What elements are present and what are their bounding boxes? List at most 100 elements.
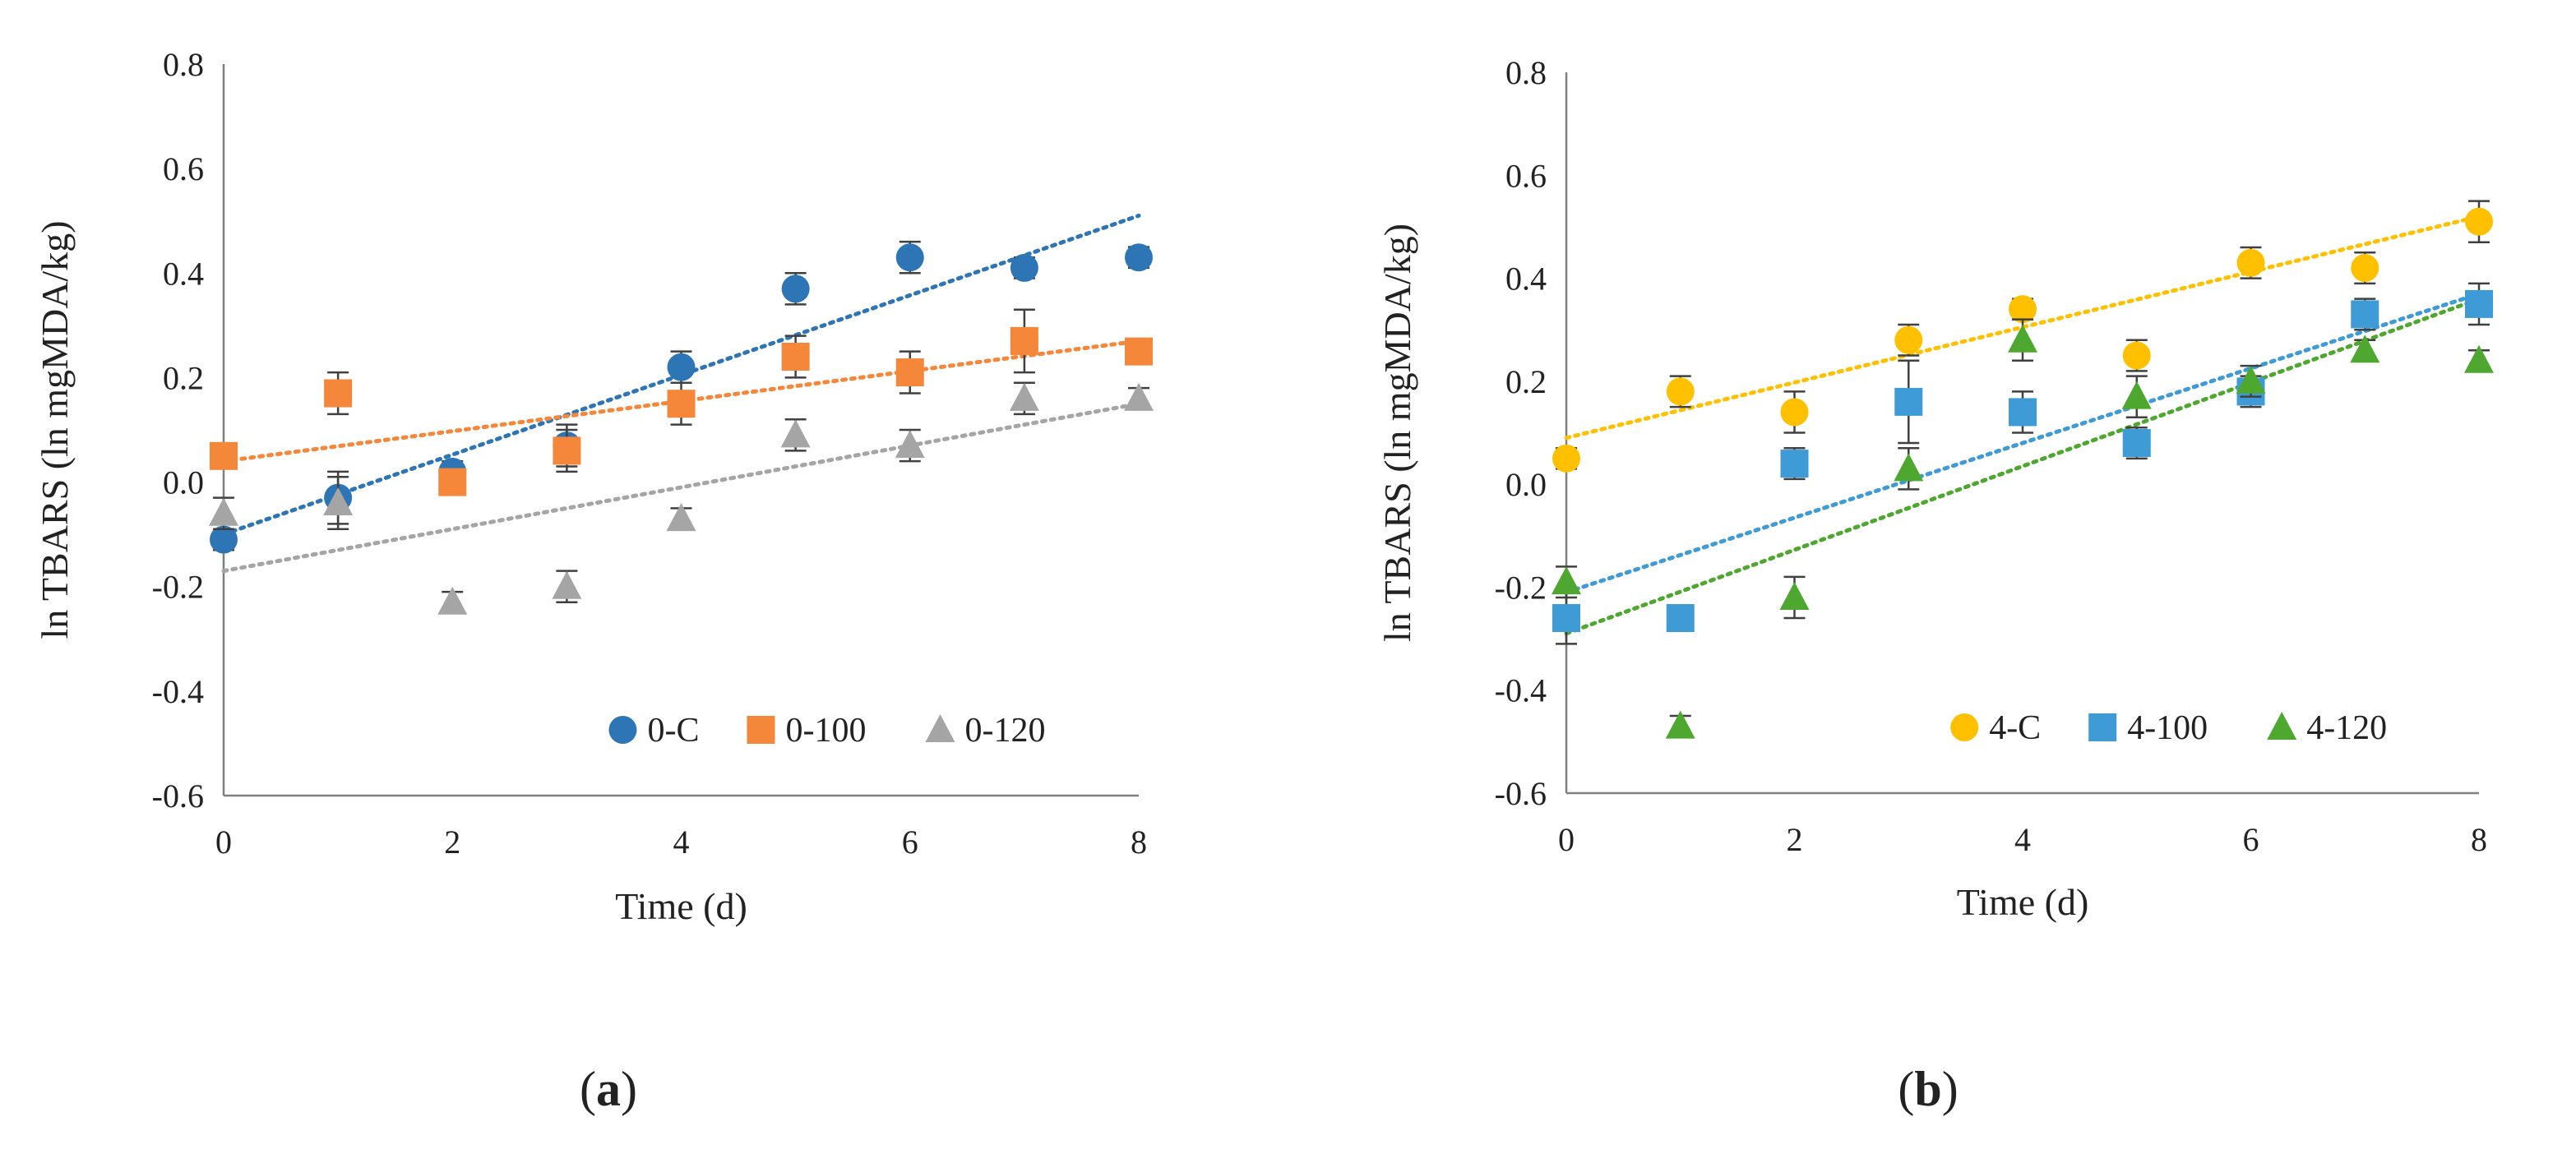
y-tick-label: 0.6	[163, 150, 204, 187]
point-4-100	[2009, 398, 2037, 427]
point-0-120	[437, 586, 468, 615]
point-0-100	[1010, 326, 1038, 355]
point-0-120	[1124, 382, 1154, 411]
legend-label: 4-120	[2306, 709, 2387, 747]
point-4-100	[1666, 604, 1695, 633]
point-4-C	[1666, 377, 1695, 406]
legend-label: 0-C	[647, 712, 699, 750]
point-0-120	[780, 419, 811, 448]
point-4-C	[2351, 254, 2379, 283]
x-tick-label: 4	[2014, 821, 2031, 858]
y-tick-label: -0.2	[1495, 569, 1547, 606]
y-tick-label: -0.6	[1495, 775, 1547, 812]
panel-a: -0.6 -0.4 -0.2 0.0 0.2 0.4 0.6 0.8 0 2 4 6 8 Time (d)…	[34, 46, 1154, 1116]
panel-caption: (b)	[1898, 1062, 1958, 1116]
point-4-120	[1665, 710, 1695, 739]
x-tick-label: 8	[1131, 824, 1147, 861]
legend-marker-4-C	[1950, 713, 1979, 741]
point-0-100	[667, 390, 696, 418]
point-0-100	[781, 343, 810, 371]
point-0-C	[667, 353, 696, 381]
y-tick-label: 0.4	[1505, 261, 1547, 298]
point-4-C	[1894, 325, 1923, 354]
trendline-0-120	[221, 401, 1141, 574]
point-4-120	[2008, 324, 2037, 353]
point-0-120	[1009, 382, 1039, 411]
y-tick-label: 0.4	[163, 255, 204, 292]
legend-label: 0-100	[785, 712, 866, 750]
y-tick-label: 0.6	[1505, 157, 1547, 194]
point-4-100	[2465, 289, 2493, 318]
point-4-100	[1780, 450, 1809, 478]
trendline-4-120	[1564, 297, 2481, 636]
panel-caption: (a)	[580, 1062, 637, 1116]
point-4-C	[2465, 207, 2493, 236]
y-tick-label: -0.4	[152, 673, 204, 710]
point-0-C	[1010, 253, 1038, 282]
x-tick-label: 4	[673, 824, 690, 861]
trendline-4-100	[1564, 291, 2481, 595]
x-tick-label: 0	[215, 824, 232, 861]
legend-label: 4-C	[1989, 709, 2041, 747]
point-0-C	[1125, 243, 1153, 272]
legend-marker-0-120	[925, 714, 955, 742]
point-0-120	[323, 487, 354, 515]
x-axis-label: Time (d)	[615, 885, 747, 927]
point-4-120	[2464, 344, 2494, 373]
legend-marker-0-100	[747, 716, 775, 744]
y-tick-label: 0.8	[1505, 54, 1547, 91]
y-tick-label: 0.8	[163, 46, 204, 83]
point-0-100	[210, 441, 238, 470]
point-0-C	[210, 525, 238, 554]
x-axis-label: Time (d)	[1957, 881, 2089, 923]
point-4-C	[1780, 398, 1809, 427]
y-axis-label: ln TBARS (ln mgMDA/kg)	[1376, 224, 1418, 642]
point-4-120	[2236, 365, 2266, 394]
point-4-120	[2350, 335, 2380, 363]
point-4-100	[2351, 300, 2379, 329]
y-tick-label: -0.6	[152, 778, 204, 814]
point-4-C	[1552, 444, 1580, 473]
panel-b: -0.6 -0.4 -0.2 0.0 0.2 0.4 0.6 0.8 0 2 4 6 8 Time (d)…	[1376, 54, 2494, 1116]
y-tick-label: -0.2	[152, 569, 204, 606]
point-0-120	[552, 570, 582, 599]
y-tick-label: -0.4	[1495, 672, 1547, 709]
point-4-C	[2122, 341, 2151, 370]
point-4-100	[1894, 387, 1923, 416]
point-0-100	[324, 379, 353, 408]
legend-marker-0-C	[608, 716, 637, 744]
y-tick-label: 0.2	[163, 359, 204, 396]
x-tick-label: 8	[2471, 821, 2487, 858]
point-0-120	[666, 503, 696, 532]
point-0-C	[781, 275, 810, 303]
y-tick-label: 0.0	[163, 464, 204, 501]
x-tick-label: 2	[444, 824, 460, 861]
point-4-120	[1894, 453, 1924, 482]
point-0-C	[895, 243, 924, 272]
point-4-C	[2009, 295, 2037, 324]
x-tick-label: 0	[1558, 821, 1575, 858]
x-tick-label: 2	[1787, 821, 1803, 858]
point-0-100	[553, 436, 581, 465]
x-tick-label: 6	[902, 824, 918, 861]
point-0-100	[1125, 337, 1153, 366]
legend-label: 4-100	[2127, 709, 2208, 747]
point-4-120	[2121, 381, 2152, 409]
y-tick-label: 0.2	[1505, 363, 1547, 400]
point-4-100	[1552, 604, 1580, 633]
point-0-120	[895, 430, 925, 459]
point-4-C	[2236, 248, 2265, 277]
legend-marker-4-100	[2088, 713, 2117, 741]
point-4-100	[2122, 429, 2151, 458]
y-axis-label: ln TBARS (ln mgMDA/kg)	[34, 220, 76, 639]
x-tick-label: 6	[2243, 821, 2259, 858]
point-4-120	[1779, 581, 1810, 610]
legend-marker-4-120	[2267, 712, 2297, 740]
point-0-100	[438, 468, 467, 496]
point-4-120	[1552, 566, 1581, 595]
y-tick-label: 0.0	[1505, 466, 1547, 503]
point-0-120	[209, 497, 238, 526]
point-0-100	[895, 358, 924, 387]
legend-label: 0-120	[964, 712, 1045, 750]
